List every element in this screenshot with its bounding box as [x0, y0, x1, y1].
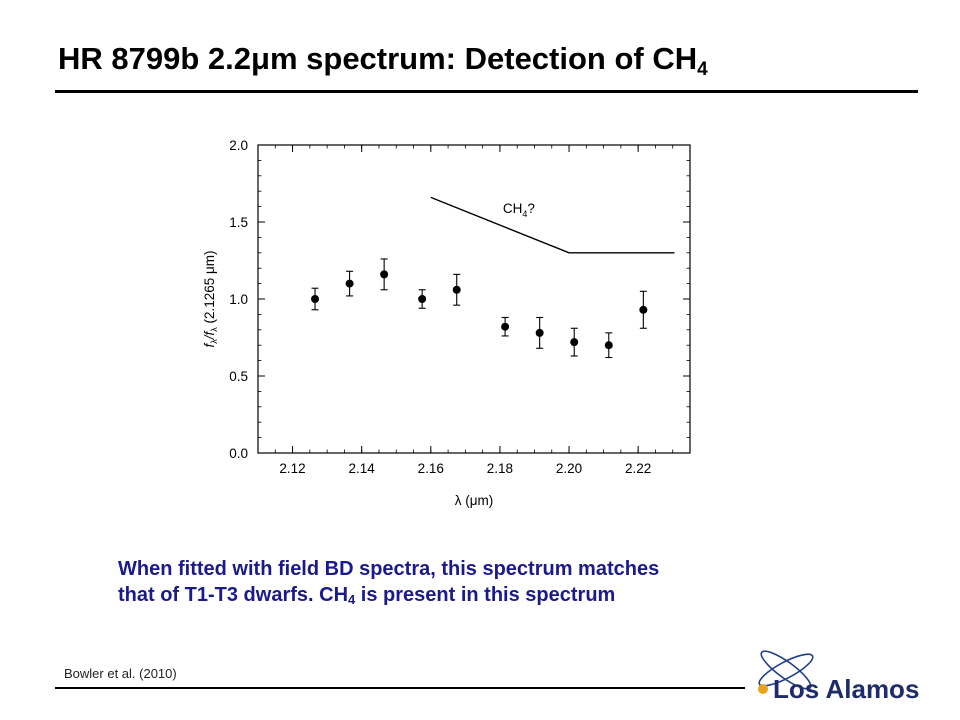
data-point	[535, 328, 544, 337]
data-point	[604, 341, 613, 350]
logo-text: Los Alamos	[773, 674, 919, 704]
slide-title: HR 8799b 2.2μm spectrum: Detection of CH…	[58, 40, 708, 80]
ch4-annotation-main: CH	[503, 201, 522, 216]
x-tick-label: 2.12	[279, 461, 305, 476]
y-axis-label-sub2: λ	[209, 327, 219, 332]
y-axis-label-f2: /f	[202, 331, 217, 341]
slide-title-subscript: 4	[697, 59, 708, 80]
ch4-annotation-sub: 4	[522, 209, 527, 219]
data-point	[345, 279, 354, 288]
axis-ticks	[257, 144, 691, 454]
ch4-model-group	[430, 196, 675, 254]
spectrum-chart: 2.12 2.14 2.16 2.18 2.20 2.22 0.0 0.5 1.0 1.5 2.0…	[202, 138, 691, 508]
data-point	[311, 295, 320, 303]
caption: When fitted with field BD spectra, this …	[118, 556, 659, 608]
data-point	[418, 295, 427, 303]
y-tick-label: 1.5	[229, 215, 248, 230]
plot-frame	[257, 144, 691, 454]
y-axis-label-ref: (2.1265 μm)	[202, 250, 217, 327]
x-tick-label: 2.16	[418, 461, 444, 476]
y-tick-label: 1.0	[229, 292, 248, 307]
caption-line-2b: is present in this spectrum	[355, 584, 616, 606]
data-point	[639, 305, 648, 314]
y-axis-label-sub1: λ	[209, 339, 219, 344]
y-tick-label: 0.0	[229, 446, 248, 461]
data-point	[501, 322, 510, 331]
x-tick-label: 2.18	[487, 461, 513, 476]
data-point	[380, 270, 389, 279]
ch4-annotation: CH4?	[503, 201, 535, 219]
x-tick-labels: 2.12 2.14 2.16 2.18 2.20 2.22	[279, 461, 651, 476]
y-axis-label: fλ/fλ (2.1265 μm)	[202, 250, 219, 347]
slide-title-text: HR 8799b 2.2μm spectrum: Detection of CH	[58, 41, 698, 76]
atom-orbit-icon	[758, 650, 814, 694]
caption-subscript: 4	[348, 592, 356, 607]
ch4-model-line	[430, 196, 675, 254]
citation: Bowler et al. (2010)	[64, 666, 177, 681]
x-axis-label: λ (μm)	[455, 493, 494, 508]
footer-rule	[55, 687, 745, 689]
y-axis-label-f1: f	[202, 343, 217, 348]
data-point	[570, 338, 579, 347]
data-point	[452, 285, 461, 294]
y-tick-label: 0.5	[229, 369, 248, 384]
data-points	[311, 258, 648, 359]
y-tick-labels: 0.0 0.5 1.0 1.5 2.0	[229, 138, 248, 461]
x-tick-label: 2.22	[625, 461, 651, 476]
los-alamos-logo: Los Alamos	[758, 650, 919, 704]
caption-line-2a: that of T1-T3 dwarfs. CH	[118, 584, 349, 606]
title-underline	[55, 90, 918, 93]
y-tick-label: 2.0	[229, 138, 248, 153]
ch4-annotation-tail: ?	[527, 201, 535, 216]
caption-line-1: When fitted with field BD spectra, this …	[118, 558, 660, 580]
x-tick-label: 2.14	[349, 461, 376, 476]
x-tick-label: 2.20	[556, 461, 582, 476]
